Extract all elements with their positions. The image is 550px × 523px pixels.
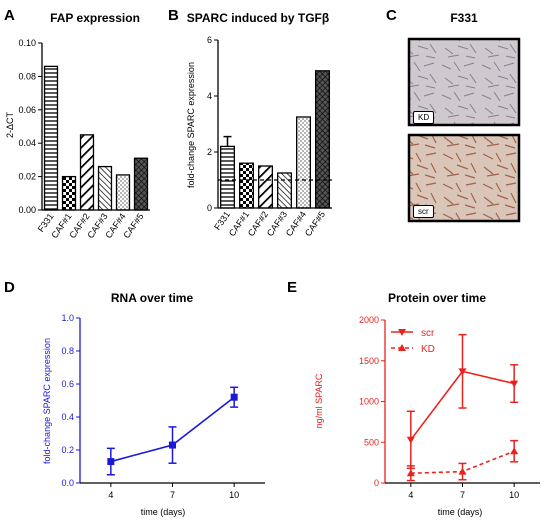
data-point — [406, 436, 415, 444]
y-tick-label: 1000 — [359, 397, 379, 407]
y-axis-label: fold-change SPARC expression — [186, 62, 196, 188]
y-tick-label: 500 — [364, 437, 379, 447]
y-tick-label: 0.00 — [18, 205, 36, 215]
micrograph-kd — [407, 37, 521, 127]
chart-title: RNA over time — [111, 291, 194, 305]
y-tick-label: 0.10 — [18, 38, 36, 48]
x-tick-label: 4 — [408, 490, 413, 500]
y-axis-label: fold-change SPARC expression — [42, 338, 52, 464]
x-tick-label: 10 — [229, 490, 239, 500]
y-tick-label: 0 — [207, 203, 212, 213]
panel-letter-a: A — [4, 7, 15, 24]
bar — [61, 175, 77, 211]
panel-letter-e: E — [287, 279, 297, 296]
y-tick-label: 4 — [207, 91, 212, 101]
x-axis-label: time (days) — [438, 507, 483, 517]
bar — [296, 116, 311, 209]
x-tick-label: 10 — [509, 490, 519, 500]
x-axis-label: time (days) — [141, 507, 186, 517]
legend-label: scr — [421, 328, 435, 339]
micrograph-label-kd: KD — [413, 111, 435, 124]
y-tick-label: 0.6 — [61, 379, 74, 389]
panel-b-sparc-tgfb: SPARC induced by TGFβ fold-change SPARC … — [186, 11, 332, 238]
bar — [220, 145, 235, 209]
data-point — [398, 329, 406, 336]
micrograph-label-scr: scr — [413, 205, 434, 218]
y-tick-label: 0.04 — [18, 138, 36, 148]
panel-a-fap-expression: FAP expression 2-ΔCT 0.00 0.02 0.04 0.06 0.0… — [5, 11, 150, 240]
panel-letter-d: D — [4, 279, 15, 296]
x-tick-label: CAF#5 — [303, 209, 327, 238]
y-tick-label: 2000 — [359, 315, 379, 325]
chart-title: SPARC induced by TGFβ — [187, 11, 329, 25]
y-tick-label: 6 — [207, 35, 212, 45]
data-point — [406, 469, 415, 477]
bar — [258, 165, 273, 209]
x-tick-label: 4 — [108, 490, 113, 500]
y-tick-label: 0.02 — [18, 172, 36, 182]
bar — [133, 157, 149, 211]
bar — [239, 162, 254, 209]
bar — [79, 134, 95, 211]
y-axis-label: ng/ml SPARC — [314, 373, 324, 428]
data-point — [230, 393, 238, 401]
panel-c-title: F331 — [450, 11, 478, 25]
data-point — [398, 344, 406, 351]
y-tick-label: 1.0 — [61, 313, 74, 323]
data-point — [510, 447, 519, 455]
x-tick-label: 7 — [170, 490, 175, 500]
bar — [315, 70, 330, 209]
data-point — [169, 441, 176, 449]
y-tick-label: 1500 — [359, 356, 379, 366]
y-tick-label: 0.2 — [61, 445, 74, 455]
y-tick-label: 0.4 — [61, 412, 74, 422]
panel-d-rna-over-time: RNA over time fold-change SPARC expressi… — [42, 291, 265, 517]
bar — [277, 172, 292, 209]
panel-letter-b: B — [168, 7, 179, 24]
y-axis-label: 2-ΔCT — [5, 111, 15, 138]
data-point — [107, 458, 115, 466]
bar — [43, 65, 59, 211]
bar — [97, 165, 113, 211]
y-tick-label: 2 — [207, 147, 212, 157]
data-point — [458, 368, 467, 376]
data-point — [458, 467, 467, 475]
panel-letter-c: C — [386, 7, 397, 24]
y-tick-label: 0.06 — [18, 105, 36, 115]
y-tick-label: 0.8 — [61, 346, 74, 356]
data-point — [510, 380, 519, 388]
chart-title: FAP expression — [50, 11, 140, 25]
panel-e-protein-over-time: Protein over time ng/ml SPARC time (days… — [314, 291, 540, 517]
legend-label: KD — [421, 344, 435, 355]
y-tick-label: 0 — [374, 478, 379, 488]
x-tick-label: 7 — [460, 490, 465, 500]
chart-title: Protein over time — [388, 291, 486, 305]
y-tick-label: 0.08 — [18, 71, 36, 81]
bar — [115, 174, 131, 211]
y-tick-label: 0.0 — [61, 478, 74, 488]
